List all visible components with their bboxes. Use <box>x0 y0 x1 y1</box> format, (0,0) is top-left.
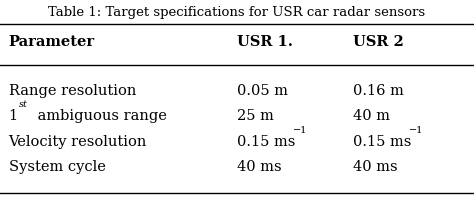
Text: 0.05 m: 0.05 m <box>237 84 288 98</box>
Text: 0.15 ms: 0.15 ms <box>353 135 411 148</box>
Text: Velocity resolution: Velocity resolution <box>9 135 147 148</box>
Text: USR 1.: USR 1. <box>237 35 293 49</box>
Text: ambiguous range: ambiguous range <box>33 109 167 123</box>
Text: st: st <box>19 100 28 109</box>
Text: 40 m: 40 m <box>353 109 390 123</box>
Text: System cycle: System cycle <box>9 160 105 174</box>
Text: Parameter: Parameter <box>9 35 95 49</box>
Text: 0.15 ms: 0.15 ms <box>237 135 295 148</box>
Text: 40 ms: 40 ms <box>237 160 282 174</box>
Text: 25 m: 25 m <box>237 109 274 123</box>
Text: Range resolution: Range resolution <box>9 84 136 98</box>
Text: 40 ms: 40 ms <box>353 160 398 174</box>
Text: 0.16 m: 0.16 m <box>353 84 404 98</box>
Text: −1: −1 <box>409 126 423 135</box>
Text: 1: 1 <box>9 109 18 123</box>
Text: USR 2: USR 2 <box>353 35 404 49</box>
Text: −1: −1 <box>293 126 307 135</box>
Text: Table 1: Target specifications for USR car radar sensors: Table 1: Target specifications for USR c… <box>48 6 426 19</box>
